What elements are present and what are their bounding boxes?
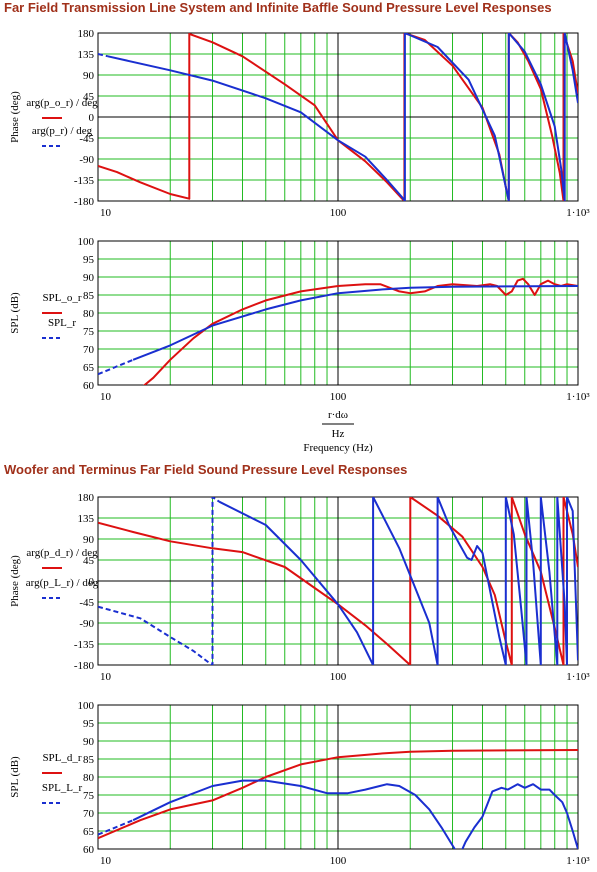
y-tick-label: -90	[79, 154, 94, 166]
x-tick-label: 1·10³	[566, 671, 590, 683]
y-tick-label: 90	[83, 70, 95, 82]
legend-label: arg(p_L_r) / deg	[26, 577, 99, 589]
y-tick-label: -180	[74, 196, 95, 208]
plot-frame	[97, 240, 579, 386]
series-blue-dashed	[98, 497, 220, 665]
plot-frame	[97, 496, 579, 666]
y-tick-label: 90	[83, 534, 95, 546]
y-tick-label: -135	[74, 639, 95, 651]
series-blue	[107, 33, 578, 201]
series-blue	[132, 285, 578, 361]
y-tick-label: 80	[83, 308, 95, 320]
x-tick-label: 100	[330, 855, 347, 867]
series-blue-dashed	[98, 819, 134, 836]
series-blue-dashed	[98, 358, 134, 376]
y-tick-label: 90	[83, 272, 95, 284]
y-tick-label: 65	[83, 362, 95, 374]
y-tick-label: 65	[83, 826, 95, 838]
legend-label: arg(p_d_r) / deg	[26, 547, 98, 559]
y-tick-label: -45	[79, 597, 94, 609]
y-tick-label: 85	[83, 754, 95, 766]
y-axis-label: Phase (deg)	[9, 555, 21, 607]
chart-3: 180 135 90 45 0 -45 -90 -135 -180 10 100 1·10³ Phase…	[9, 492, 590, 683]
series-red	[98, 749, 578, 840]
y-tick-label: 135	[78, 49, 95, 61]
legend-label: arg(p_o_r) / deg	[26, 97, 98, 109]
y-tick-label: 60	[83, 380, 95, 392]
plot-frame	[97, 32, 579, 202]
series-blue	[132, 779, 578, 849]
plot-frame	[97, 704, 579, 850]
y-tick-label: 70	[83, 808, 95, 820]
x-tick-label: 10	[100, 671, 112, 683]
y-tick-label: 45	[83, 91, 95, 103]
x-tick-label: 10	[100, 207, 112, 219]
x-tick-label: 100	[330, 391, 347, 403]
y-tick-label: 180	[78, 492, 95, 504]
top-title: Far Field Transmission Line System and I…	[4, 0, 552, 15]
y-tick-label: 85	[83, 290, 95, 302]
y-tick-label: 100	[78, 236, 95, 248]
y-axis-label: SPL (dB)	[9, 292, 21, 334]
y-tick-label: 80	[83, 772, 95, 784]
y-tick-label: 95	[83, 254, 95, 266]
y-tick-label: 135	[78, 513, 95, 525]
y-tick-label: 95	[83, 718, 95, 730]
x-axis-caption: Frequency (Hz)	[303, 442, 373, 454]
x-tick-label: 10	[100, 391, 112, 403]
x-tick-label: 1·10³	[566, 207, 590, 219]
legend-label: SPL_L_r	[42, 782, 83, 794]
y-tick-label: 90	[83, 736, 95, 748]
legend-label: arg(p_r) / deg	[32, 125, 93, 137]
y-tick-label: -180	[74, 660, 95, 672]
y-tick-label: 0	[89, 576, 95, 588]
series-red	[143, 277, 578, 385]
y-tick-label: 180	[78, 28, 95, 40]
x-axis-label: r·dω Hz Frequency (Hz)	[303, 409, 373, 454]
y-tick-label: 60	[83, 844, 95, 856]
bottom-title: Woofer and Terminus Far Field Sound Pres…	[4, 462, 408, 477]
x-axis-numerator: r·dω	[328, 409, 348, 421]
series-blue-dashed	[98, 53, 109, 58]
y-tick-label: 75	[83, 326, 95, 338]
y-axis-label: Phase (deg)	[9, 91, 21, 143]
x-tick-label: 1·10³	[566, 855, 590, 867]
y-tick-label: 100	[78, 700, 95, 712]
y-tick-label: -135	[74, 175, 95, 187]
x-axis-denominator: Hz	[332, 428, 345, 440]
x-tick-label: 10	[100, 855, 112, 867]
chart-1: 180 135 90 45 0 -45 -90 -135 -180 10 100 1·10³ Phase…	[9, 28, 590, 219]
x-tick-label: 100	[330, 671, 347, 683]
y-tick-label: 0	[89, 112, 95, 124]
chart-4: 100 95 90 85 80 75 70 65 60 10 100 1·10³ SPL (dB) SPL…	[9, 700, 590, 867]
y-tick-label: 45	[83, 555, 95, 567]
legend-label: SPL_d_r	[42, 752, 81, 764]
y-tick-label: -45	[79, 133, 94, 145]
y-tick-label: -90	[79, 618, 94, 630]
y-tick-label: 70	[83, 344, 95, 356]
chart-2: 100 95 90 85 80 75 70 65 60 10 100 1·10³ SPL (dB) SPL…	[9, 236, 590, 403]
legend-label: SPL_r	[48, 317, 76, 329]
series-blue	[218, 497, 578, 665]
legend-label: SPL_o_r	[42, 292, 81, 304]
y-tick-label: 75	[83, 790, 95, 802]
y-axis-label: SPL (dB)	[9, 756, 21, 798]
x-tick-label: 100	[330, 207, 347, 219]
x-tick-label: 1·10³	[566, 391, 590, 403]
